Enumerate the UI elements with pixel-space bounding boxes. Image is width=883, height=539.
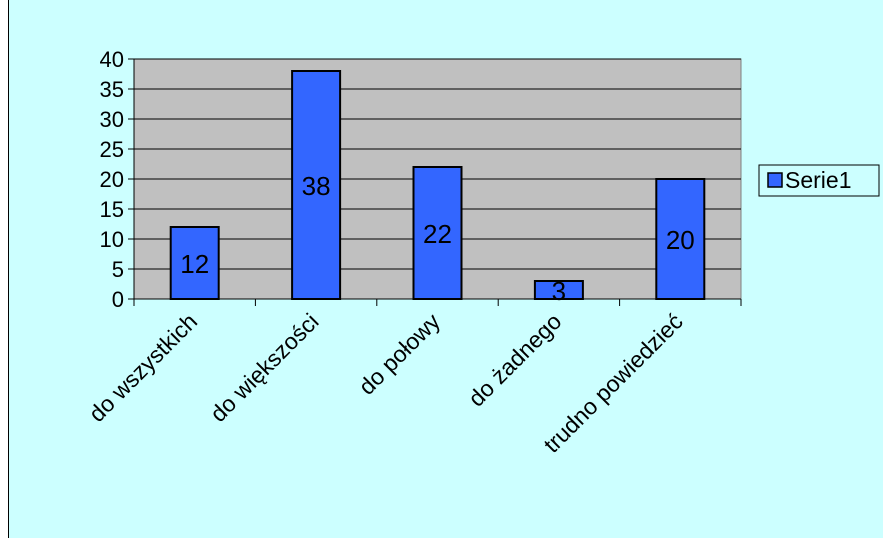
data-label: 22 xyxy=(423,219,452,249)
bar xyxy=(655,178,706,300)
y-tick-label: 0 xyxy=(112,287,124,312)
data-label: 20 xyxy=(666,225,695,255)
y-tick-label: 25 xyxy=(100,137,124,162)
data-label: 12 xyxy=(180,249,209,279)
y-tick-label: 40 xyxy=(100,47,124,72)
legend-swatch xyxy=(767,172,783,188)
y-tick-label: 10 xyxy=(100,227,124,252)
legend: Serie1 xyxy=(758,164,880,197)
y-tick-label: 20 xyxy=(100,167,124,192)
y-tick-label: 35 xyxy=(100,77,124,102)
y-tick-label: 15 xyxy=(100,197,124,222)
data-label: 38 xyxy=(302,171,331,201)
bar xyxy=(533,280,584,300)
bar xyxy=(412,166,463,300)
y-tick-label: 5 xyxy=(112,257,124,282)
y-tick-label: 30 xyxy=(100,107,124,132)
bar xyxy=(169,226,220,300)
data-label: 3 xyxy=(552,276,566,306)
bar xyxy=(291,70,342,300)
legend-label: Serie1 xyxy=(785,167,851,193)
bars xyxy=(169,70,706,300)
chart-frame: 0 5 10 15 20 25 30 35 40 12 do wszystkich 38 do więk… xyxy=(8,0,883,538)
